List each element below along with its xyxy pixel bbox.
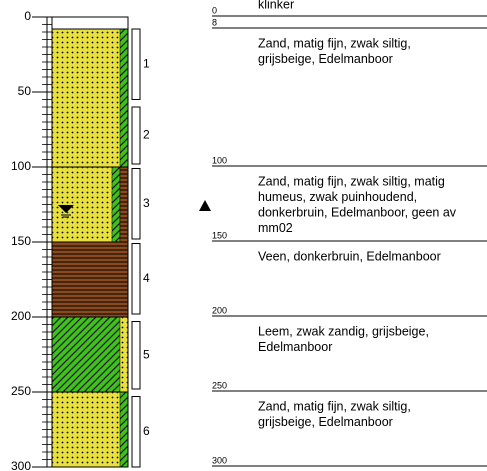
sample-box <box>132 107 140 164</box>
sample-label: 5 <box>143 347 150 361</box>
depth-label: 250 <box>212 380 227 390</box>
descriptions: 0 klinker 8 Zand, matig fijn, zwak siltig, g… <box>212 0 487 466</box>
tick-label: 200 <box>11 309 31 323</box>
layer <box>52 17 128 29</box>
layer-description: Edelmanboor <box>258 340 332 354</box>
layer-description: donkerbruin, Edelmanboor, geen av <box>258 205 457 219</box>
layer-description: grijsbeige, Edelmanboor <box>258 415 393 429</box>
tick-label: 100 <box>11 159 31 173</box>
sample-label: 1 <box>143 56 150 70</box>
strip-texture <box>120 392 128 467</box>
depth-label: 150 <box>212 230 227 240</box>
depth-label: 200 <box>212 305 227 315</box>
tick-label: 0 <box>24 9 31 23</box>
strip-texture <box>120 29 128 167</box>
borehole-log: 0 50 100 150 200 250 300 1 2 3 4 5 6 0 klinker 8 Zand,… <box>0 0 487 471</box>
sample-label: 2 <box>143 128 150 142</box>
sample-label: 6 <box>143 424 150 438</box>
layer-description: mm02 <box>258 221 293 235</box>
sample-label: 3 <box>143 196 150 210</box>
layer-texture <box>52 29 120 167</box>
sample-label: 4 <box>143 271 150 285</box>
depth-label: 8 <box>212 17 217 27</box>
layer-description: Leem, zwak zandig, grijsbeige, <box>258 324 429 338</box>
layer-description: Zand, matig fijn, zwak siltig, <box>258 36 411 50</box>
tick-label: 150 <box>11 234 31 248</box>
depth-label: 100 <box>212 155 227 165</box>
layer-texture <box>52 392 120 467</box>
strip-texture <box>120 167 128 242</box>
tick-label: 300 <box>11 459 31 471</box>
layer-texture <box>52 242 128 317</box>
sample-box <box>132 244 140 315</box>
tick-label: 50 <box>18 84 32 98</box>
strip-texture <box>120 317 128 392</box>
layer-texture <box>52 317 120 392</box>
depth-label: 0 <box>212 5 217 15</box>
layer-description: grijsbeige, Edelmanboor <box>258 52 393 66</box>
sample-box <box>132 29 140 100</box>
column <box>52 17 128 467</box>
depth-axis: 0 50 100 150 200 250 300 <box>11 9 52 471</box>
sample-box <box>132 169 140 240</box>
sample-box <box>132 322 140 390</box>
samples: 1 2 3 4 5 6 <box>132 29 150 467</box>
sample-box <box>132 397 140 468</box>
tick-label: 250 <box>11 384 31 398</box>
layer-description: Zand, matig fijn, zwak siltig, <box>258 399 411 413</box>
layer-description: klinker <box>258 0 294 11</box>
layer-texture <box>52 167 112 242</box>
depth-label: 300 <box>212 455 227 465</box>
marker-triangle <box>199 200 211 211</box>
layer-description: Zand, matig fijn, zwak siltig, matig <box>258 174 445 188</box>
layer-description: humeus, zwak puinhoudend, <box>258 190 417 204</box>
layer-description: Veen, donkerbruin, Edelmanboor <box>258 249 441 263</box>
strip-texture <box>112 167 120 242</box>
